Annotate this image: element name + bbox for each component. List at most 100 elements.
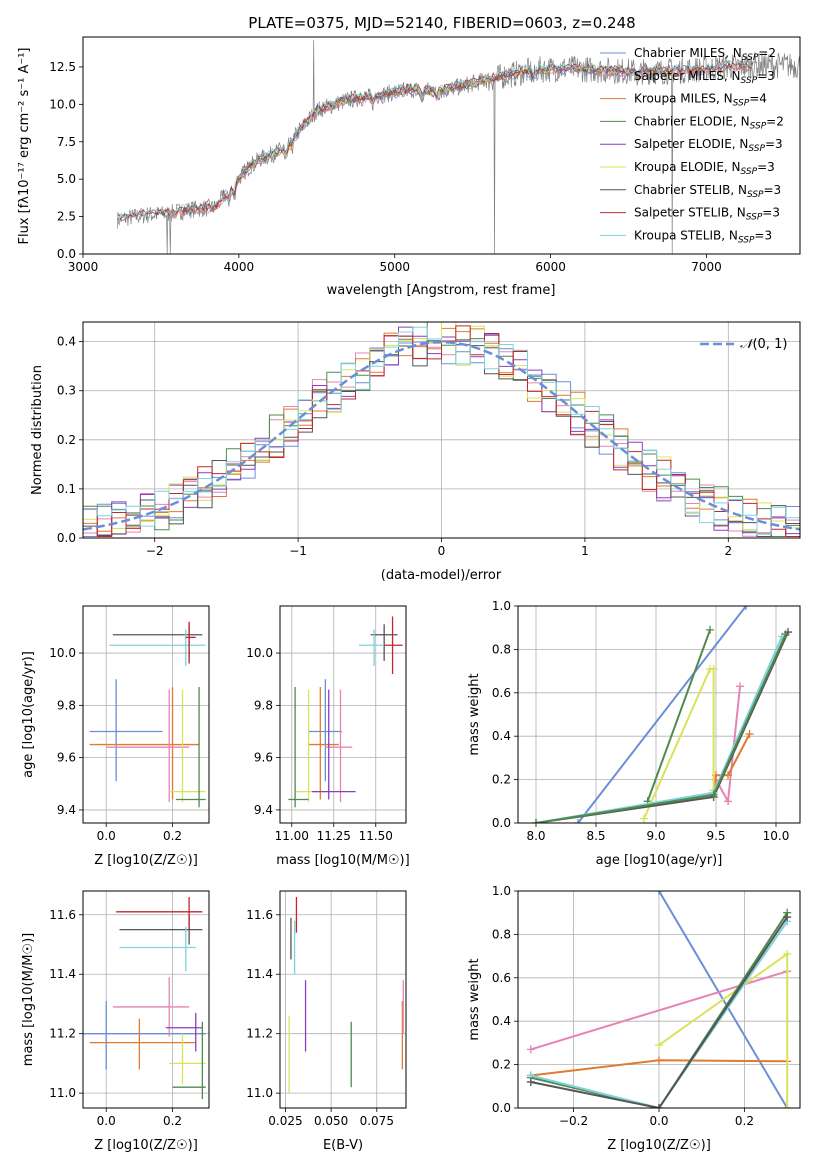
weight-marker [574,819,582,823]
x-tick-label: 5000 [379,260,410,274]
y-tick-label: 11.2 [246,1027,273,1041]
x-tick-label: 10.0 [763,829,790,843]
mass-vs-EBV-panel: 0.025 0.050 0.075 11.0 11.2 11.4 11.6 E(B-V) [246,890,407,1153]
weight-marker [526,1077,535,1086]
y-tick-label: 0.6 [492,971,511,985]
histogram-step-7 [83,325,800,537]
y-tick-label: 1.0 [492,884,511,898]
weight-line-6 [535,635,783,823]
y-tick-label: 0.0 [57,531,76,545]
x-tick-label: 0.2 [163,1114,182,1128]
y-axis-label: mass weight [467,673,482,755]
axes-frame [82,321,801,539]
model-line-8 [116,58,754,222]
x-tick-label: 7000 [691,260,722,274]
axes-frame [82,36,801,255]
x-tick-label: 11.25 [317,829,351,843]
y-tick-label: 0.1 [57,482,76,496]
model-line-7 [117,59,754,221]
x-tick-label: −2 [146,544,164,558]
y-axis-label: mass [log10(M/M☉)] [21,933,36,1066]
x-tick-label: 0.075 [360,1114,394,1128]
x-tick-label: 9.0 [646,829,665,843]
weight-lines [526,891,792,1108]
legend-entry: 𝒩(0, 1) [740,337,787,352]
mass-vs-Z-panel: 0.0 0.2 11.0 11.2 11.4 11.6 Z [log10(Z/Z☉)] mas… [21,890,210,1153]
x-axis-label: Z [log10(Z/Z☉)] [607,1138,711,1153]
legend-entry: Salpeter MILES, NSSP=3 [634,69,775,86]
weight-marker [526,1045,535,1054]
y-tick-label: 11.2 [49,1027,76,1041]
x-axis-label: age [log10(age/yr)] [596,853,723,868]
model-line-5 [230,63,671,195]
weight-marker [724,771,732,780]
x-tick-label: 0.0 [97,1114,116,1128]
x-axis-label: mass [log10(M/M☉)] [276,853,409,868]
weight-marker [724,797,732,806]
weight-line-3 [646,629,711,802]
y-tick-label: 0.0 [492,1101,511,1115]
errorbars [288,616,403,808]
y-tick-label: 2.5 [57,210,76,224]
y-tick-label: 11.0 [246,1086,273,1100]
y-tick-label: 7.5 [57,135,76,149]
weight-marker [783,1104,792,1108]
weight-marker [736,682,744,691]
y-tick-label: 9.6 [57,751,76,765]
y-tick-label: 11.0 [49,1086,76,1100]
weight-marker [655,891,663,895]
weight-marker [655,1041,663,1050]
legend-entry: Salpeter ELODIE, NSSP=3 [634,137,783,154]
y-tick-label: 10.0 [49,646,76,660]
weight-marker [640,814,648,823]
y-tick-label: 10.0 [246,646,273,660]
axes-frame [517,605,801,824]
y-tick-label: 9.4 [57,803,76,817]
x-axis-label: wavelength [Angstrom, rest frame] [327,283,556,298]
x-tick-label: 11.00 [275,829,309,843]
y-tick-label: 11.6 [246,908,273,922]
errorbars [83,896,206,1100]
age-vs-Z-panel: 0.0 0.2 9.4 9.6 9.8 10.0 Z [log10(Z/Z☉)] age [l… [21,605,210,868]
axes-frame [82,890,210,1109]
weight-line-7 [535,633,787,823]
x-tick-label: 6000 [535,260,566,274]
weight-marker [781,630,790,639]
y-tick-label: 0.3 [57,384,76,398]
legend-entry: Kroupa ELODIE, NSSP=3 [634,160,775,177]
x-tick-label: 0.2 [735,1114,754,1128]
y-tick-label: 9.8 [254,698,273,712]
y-tick-label: 0.8 [492,927,511,941]
y-tick-label: 9.4 [254,803,273,817]
legend-entry: Kroupa STELIB, NSSP=3 [634,228,772,245]
axes-frame [82,605,210,824]
weight-marker [709,790,718,799]
weight-marker [655,1056,663,1065]
histogram-step-8 [83,326,800,535]
age-vs-mass-panel: 11.00 11.25 11.50 9.4 9.6 9.8 10.0 mass [log10(… [246,605,410,868]
legend-entry: Chabrier MILES, NSSP=2 [634,46,776,63]
y-tick-label: 1.0 [492,599,511,613]
axes-frame [517,890,801,1109]
histogram-panel: −2 −1 0 1 2 0.0 0.1 0.2 0.3 0.4 𝒩(0, 1) (data-model… [30,321,801,583]
y-tick-label: 9.8 [57,698,76,712]
x-tick-label: 0 [438,544,446,558]
y-tick-label: 0.8 [492,642,511,656]
weight-line-4 [530,912,789,1108]
weight-marker [783,913,792,922]
legend-entry: Kroupa MILES, NSSP=4 [634,92,767,109]
y-axis-label: age [log10(age/yr)] [21,651,36,778]
x-axis-label: Z [log10(Z/Z☉)] [94,853,198,868]
weight-line-5 [535,631,789,823]
y-tick-label: 0.4 [57,335,76,349]
y-tick-label: 11.6 [49,908,76,922]
x-axis-label: E(B-V) [323,1138,363,1153]
x-tick-label: 0.0 [649,1114,668,1128]
mass-weight-vs-Z-panel: −0.2 0.0 0.2 0.0 0.2 0.4 0.6 0.8 1.0 Z [log10(Z/Z… [467,884,801,1153]
weight-line-6 [530,916,789,1108]
histogram-lines [83,322,800,537]
figure-title: PLATE=0375, MJD=52140, FIBERID=0603, z=0… [248,14,635,32]
legend-entry: Chabrier STELIB, NSSP=3 [634,183,781,200]
x-axis-label: Z [log10(Z/Z☉)] [94,1138,198,1153]
